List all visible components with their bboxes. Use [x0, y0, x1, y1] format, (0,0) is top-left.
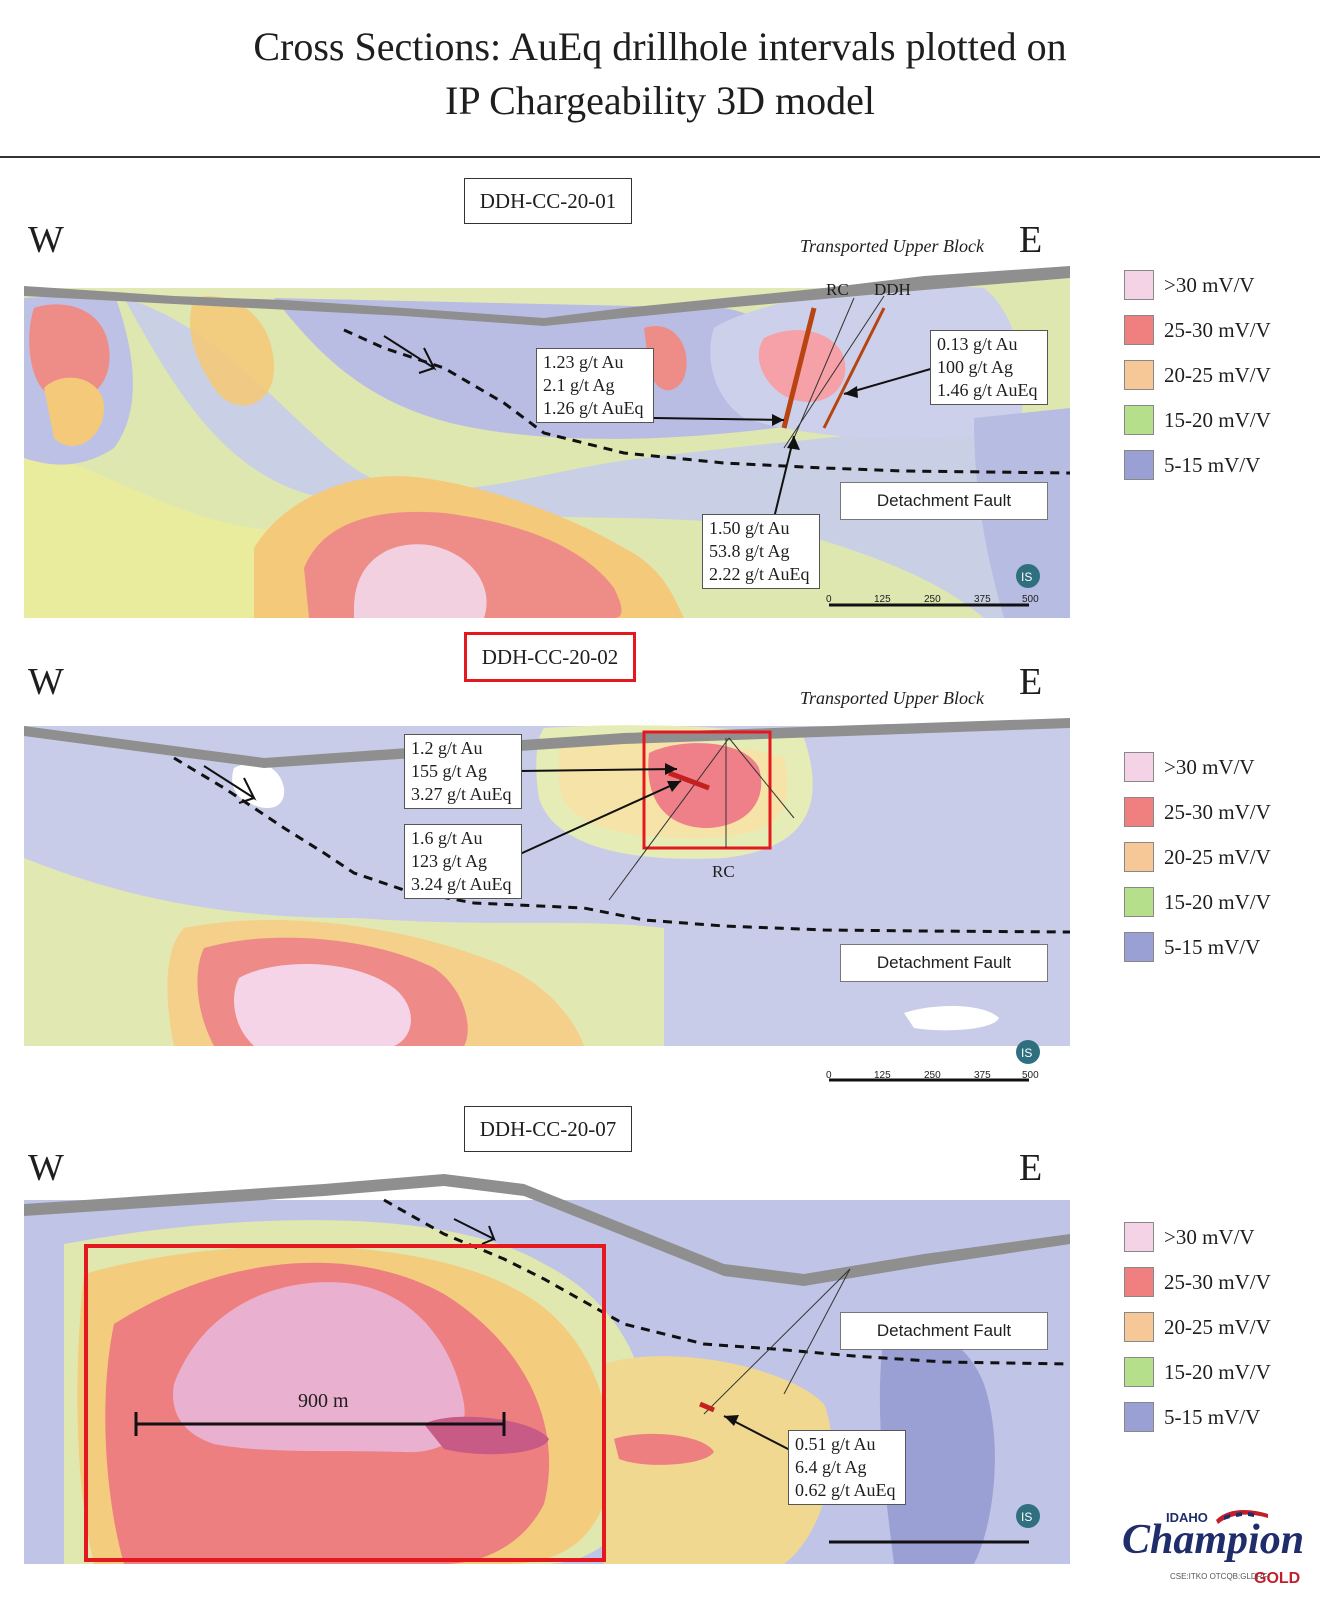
legend-swatch: [1124, 752, 1154, 782]
west-label: W: [28, 1147, 64, 1189]
legend-swatch: [1124, 315, 1154, 345]
section-panel-2: IS DDH-CC-20-02 W E Transported Upper Bl…: [24, 628, 1070, 1088]
detachment-fault-label: Detachment Fault: [840, 944, 1048, 982]
title-divider: [0, 156, 1320, 158]
legend-2: >30 mV/V 25-30 mV/V 20-25 mV/V 15-20 mV/…: [1124, 752, 1314, 962]
hole-id-label: DDH-CC-20-02: [464, 632, 636, 682]
section-panel-1: IS DDH-CC-20-01 W E Transported Upper Bl…: [24, 168, 1070, 618]
assay-callout: 0.51 g/t Au 6.4 g/t Ag 0.62 g/t AuEq: [788, 1430, 906, 1505]
legend-swatch: [1124, 842, 1154, 872]
legend-swatch: [1124, 405, 1154, 435]
transported-upper-block-label: Transported Upper Block: [800, 236, 984, 256]
west-label: W: [28, 661, 64, 703]
east-label: E: [1019, 661, 1043, 703]
svg-text:IS: IS: [1021, 1510, 1032, 1524]
rc-label: RC: [712, 862, 735, 881]
legend-swatch: [1124, 932, 1154, 962]
hole-id-label: DDH-CC-20-07: [464, 1106, 632, 1152]
rc-label: RC: [826, 280, 849, 299]
idaho-champion-gold-logo: IDAHO Champion CSE:ITKO OTCQB:GLDRF GOLD: [1122, 1510, 1304, 1600]
legend-swatch: [1124, 887, 1154, 917]
legend-swatch: [1124, 1267, 1154, 1297]
section-panel-3: IS DDH-CC-20-07 W E 900 m 0.51 g/t Au 6.…: [24, 1104, 1070, 1564]
assay-callout: 0.13 g/t Au 100 g/t Ag 1.46 g/t AuEq: [930, 330, 1048, 405]
hole-id-label: DDH-CC-20-01: [464, 178, 632, 224]
page-title: Cross Sections: AuEq drillhole intervals…: [0, 20, 1320, 128]
assay-callout: 1.2 g/t Au 155 g/t Ag 3.27 g/t AuEq: [404, 734, 522, 809]
legend-swatch: [1124, 360, 1154, 390]
legend-swatch: [1124, 1222, 1154, 1252]
legend-swatch: [1124, 797, 1154, 827]
assay-callout: 1.6 g/t Au 123 g/t Ag 3.24 g/t AuEq: [404, 824, 522, 899]
title-line-1: Cross Sections: AuEq drillhole intervals…: [253, 24, 1067, 69]
legend-3: >30 mV/V 25-30 mV/V 20-25 mV/V 15-20 mV/…: [1124, 1222, 1314, 1432]
legend-swatch: [1124, 1402, 1154, 1432]
legend-swatch: [1124, 1312, 1154, 1342]
east-label: E: [1019, 1147, 1043, 1189]
legend-swatch: [1124, 270, 1154, 300]
west-label: W: [28, 219, 64, 261]
east-label: E: [1019, 219, 1043, 261]
assay-callout: 1.23 g/t Au 2.1 g/t Ag 1.26 g/t AuEq: [536, 348, 654, 423]
checkered-flag-icon: [1216, 1510, 1268, 1524]
detachment-fault-label: Detachment Fault: [840, 1312, 1048, 1350]
svg-text:IS: IS: [1021, 1046, 1032, 1060]
transported-upper-block-label: Transported Upper Block: [800, 688, 984, 708]
svg-text:IS: IS: [1021, 570, 1032, 584]
assay-callout: 1.50 g/t Au 53.8 g/t Ag 2.22 g/t AuEq: [702, 514, 820, 589]
legend-swatch: [1124, 1357, 1154, 1387]
legend-swatch: [1124, 450, 1154, 480]
ddh-label: DDH: [874, 280, 911, 299]
title-line-2: IP Chargeability 3D model: [445, 78, 875, 123]
detachment-fault-label: Detachment Fault: [840, 482, 1048, 520]
legend-1: >30 mV/V 25-30 mV/V 20-25 mV/V 15-20 mV/…: [1124, 270, 1314, 480]
section-2-model: IS: [24, 718, 1070, 1082]
distance-label: 900 m: [298, 1390, 349, 1412]
